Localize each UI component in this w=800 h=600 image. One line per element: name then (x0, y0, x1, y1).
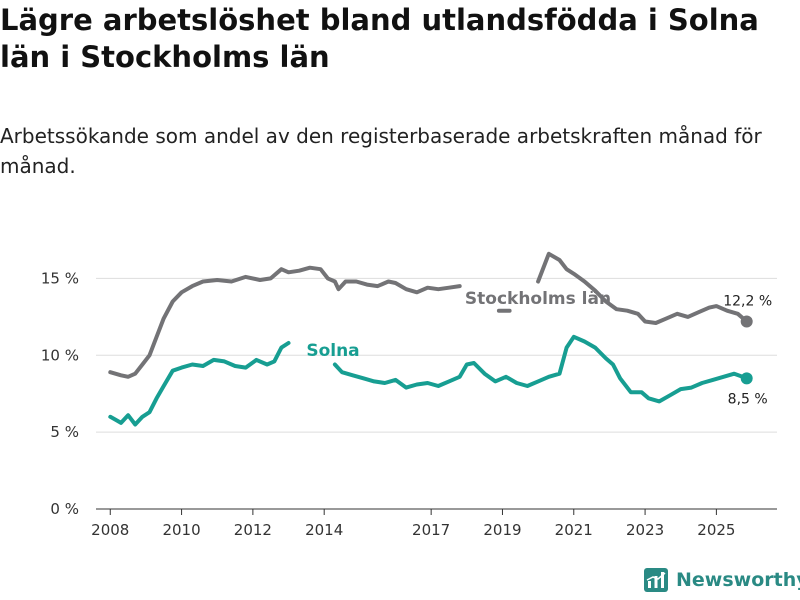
series-line-solna (108, 334, 749, 427)
series-label-stockholm: Stockholms län (465, 289, 611, 309)
chart-subtitle: Arbetssökande som andel av den registerb… (0, 124, 762, 178)
y-tick-label: 0 % (50, 500, 79, 518)
end-point-solna (740, 372, 753, 385)
y-tick-label: 10 % (41, 346, 79, 364)
newsworthy-logo-icon (644, 568, 668, 592)
x-tick-label: 2021 (555, 521, 593, 539)
x-tick-label: 2019 (483, 521, 521, 539)
end-point-stockholm (740, 315, 753, 328)
y-tick-label: 15 % (41, 269, 79, 287)
series-label-solna: Solna (306, 341, 359, 361)
value-label-stockholm: 12,2 % (723, 293, 772, 309)
x-tick-label: 2025 (697, 521, 735, 539)
x-tick-label: 2010 (162, 521, 200, 539)
y-tick-label: 5 % (50, 423, 79, 441)
x-tick-label: 2017 (412, 521, 450, 539)
series-line-stockholm (108, 251, 749, 379)
x-tick-label: 2023 (626, 521, 664, 539)
x-tick-label: 2008 (91, 521, 129, 539)
brand[interactable]: Newsworthy (644, 568, 800, 592)
x-tick-label: 2014 (305, 521, 343, 539)
chart-title-line-2: län i Stockholms län (0, 40, 330, 74)
chart-title-line-1: Lägre arbetslöshet bland utlandsfödda i … (0, 3, 759, 37)
x-tick-label: 2012 (234, 521, 272, 539)
value-label-solna: 8,5 % (728, 391, 768, 407)
chart-title: Lägre arbetslöshet bland utlandsfödda i … (0, 2, 790, 76)
brand-name: Newsworthy (676, 569, 800, 591)
